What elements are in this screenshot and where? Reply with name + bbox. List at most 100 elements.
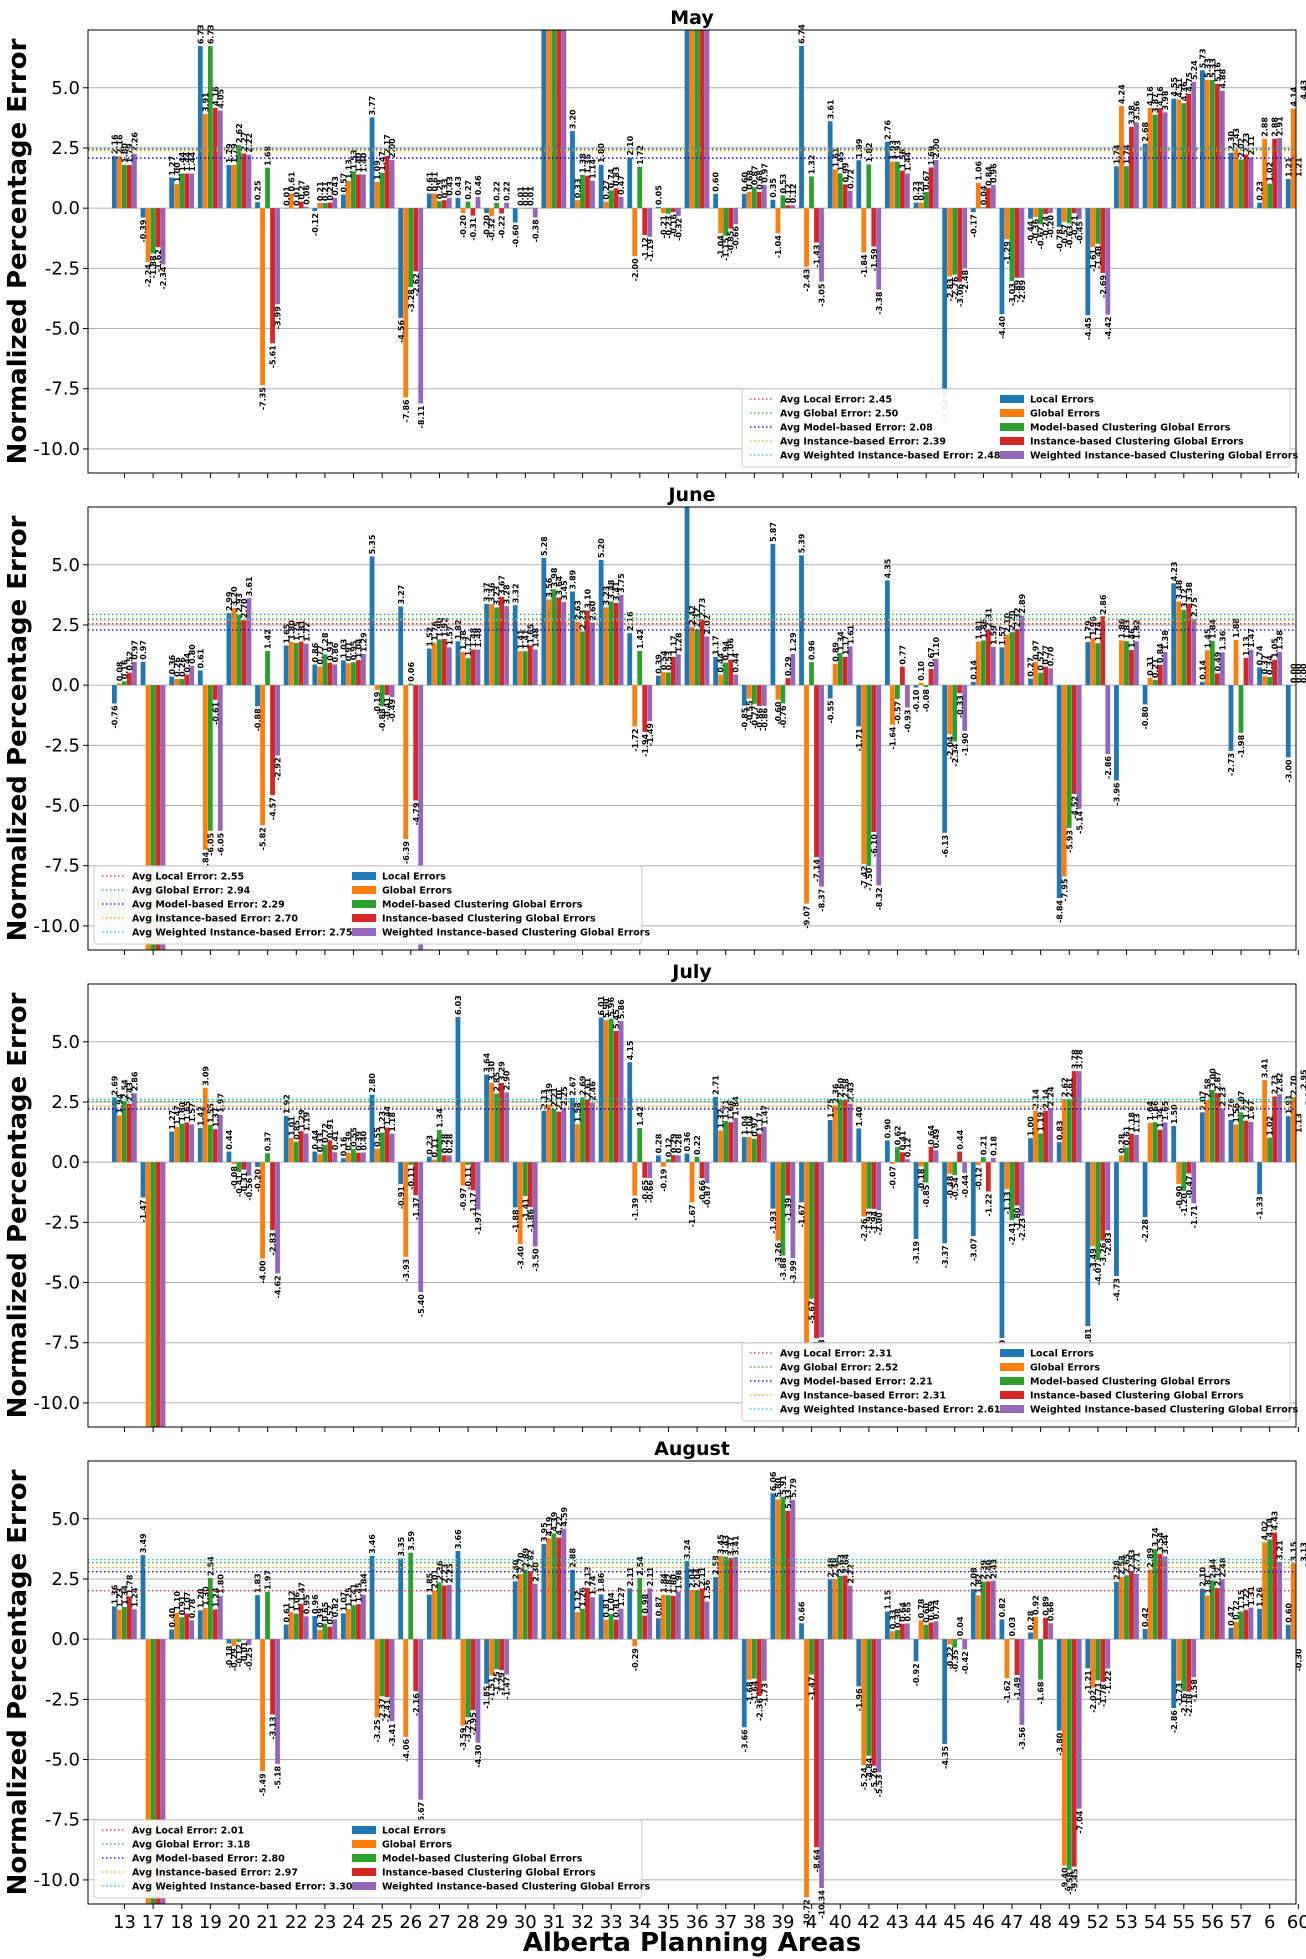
bar-value-label: 2.58 — [712, 1555, 721, 1575]
bar-value-label: -0.39 — [139, 219, 148, 242]
bar-value-label: 0.81 — [612, 1597, 621, 1617]
bar-value-label: 2.43 — [1232, 128, 1241, 148]
bar-may-36-s0 — [684, 30, 690, 209]
bar-value-label: 1.57 — [998, 626, 1007, 646]
bar-august-31-s3 — [556, 1537, 562, 1640]
bar-august-24-s4 — [361, 1594, 366, 1640]
bar-value-label: -3.26 — [774, 1242, 783, 1265]
bar-value-label: -7.04 — [1075, 1810, 1084, 1833]
bar-value-label: 1.15 — [884, 1589, 893, 1609]
bar-value-label: 1.97 — [216, 1093, 225, 1113]
bar-august-19-s1 — [202, 1607, 208, 1640]
bar-june-32-s4 — [590, 622, 595, 686]
bar-value-label: 2.40 — [984, 1559, 993, 1579]
bar-june-44-s1 — [918, 682, 924, 686]
bar-june-46-s3 — [985, 629, 991, 686]
bar-value-label: 2.91 — [1304, 1547, 1306, 1567]
panel-may: -10.0-7.5-5.0-2.50.02.55.02.162.161.801.… — [3, 7, 1306, 478]
bar-august-47-s4 — [1019, 1639, 1025, 1725]
bar-value-label: 1.92 — [440, 617, 449, 637]
bar-value-label: 2.48 — [831, 1557, 840, 1577]
bar-value-label: 3.30 — [488, 1061, 497, 1081]
bar-july-56-s3 — [1214, 1093, 1220, 1163]
bar-august-21-s3 — [270, 1639, 275, 1715]
bar-value-label: -1.62 — [154, 249, 163, 272]
bar-july-53-s4 — [1134, 1134, 1139, 1163]
bar-value-label: 2.61 — [584, 1077, 593, 1097]
x-tick-label: 4 — [806, 1912, 817, 1933]
bar-value-label: 0.27 — [297, 180, 306, 200]
bar-value-label: 2.39 — [979, 1559, 988, 1579]
bar-may-33-s3 — [613, 188, 619, 209]
bar-june-43-s2 — [895, 685, 900, 699]
bar-value-label: 1.36 — [111, 1584, 120, 1604]
bar-value-label: -1.19 — [646, 238, 655, 261]
x-tick-label: 18 — [170, 1912, 193, 1933]
bar-value-label: 0.60 — [1284, 1603, 1293, 1623]
bar-june-53-s1 — [1119, 640, 1124, 686]
bar-june-36-s0 — [684, 507, 690, 686]
bar-value-label: -9.58 — [1065, 1871, 1074, 1894]
bar-august-56-s2 — [1209, 1580, 1215, 1640]
bar-value-label: 0.61 — [287, 171, 296, 191]
bar-value-label: 4.16 — [211, 86, 220, 106]
bar-august-13-s0 — [112, 1606, 117, 1640]
bar-may-34-s0 — [627, 157, 633, 209]
bar-july-19-s3 — [212, 1129, 218, 1163]
bar-june-48-s3 — [1043, 666, 1048, 686]
x-tick-label: 47 — [1001, 1912, 1024, 1933]
x-tick-label: 45 — [943, 1912, 966, 1933]
bar-value-label: -0.08 — [922, 689, 931, 712]
bar-june-54-s1 — [1147, 677, 1153, 686]
bar-value-label: 2.46 — [589, 1081, 598, 1101]
bar-value-label: 2.88 — [1261, 117, 1270, 137]
bar-value-label: -3.96 — [1113, 782, 1122, 805]
bar-value-label: 0.37 — [264, 1132, 273, 1152]
bar-july-47-s1 — [1004, 1162, 1010, 1190]
bar-value-label: 2.82 — [526, 1550, 535, 1570]
bar-value-label: 2.73 — [698, 598, 707, 618]
bar-value-label: -2.89 — [1013, 279, 1022, 302]
bar-value-label: 1.36 — [1218, 630, 1227, 650]
bar-value-label: -0.90 — [1175, 1185, 1184, 1208]
bar-value-label: -3.49 — [1089, 1248, 1098, 1271]
bar-value-label: 3.89 — [569, 569, 578, 589]
bar-june-30-s0 — [512, 605, 518, 686]
bar-june-22-s4 — [303, 643, 309, 686]
bar-august-6-s4 — [1277, 1561, 1282, 1640]
y-tick-label: -5.0 — [45, 1273, 80, 1294]
bar-may-24-s3 — [356, 174, 361, 209]
bar-june-40-s1 — [832, 663, 838, 686]
bar-value-label: -0.12 — [974, 1167, 983, 1190]
bar-value-label: 2.71 — [1133, 1552, 1142, 1572]
x-tick-label: 22 — [285, 1912, 308, 1933]
bar-may-30-s4 — [532, 208, 538, 218]
bar-june-45-s1 — [947, 685, 953, 735]
bar-may-47-s3 — [1014, 208, 1020, 278]
bar-august-25-s3 — [384, 1639, 390, 1698]
bar-june-55-s4 — [1191, 618, 1197, 686]
bar-august-55-s0 — [1171, 1639, 1177, 1709]
bar-value-label: 1.65 — [526, 623, 535, 643]
legend-entry-series: Instance-based Clustering Global Errors — [382, 1868, 596, 1879]
y-tick-label: -5.0 — [45, 796, 80, 817]
bar-value-label: 0.29 — [784, 656, 793, 676]
bar-july-25-s1 — [374, 1148, 380, 1163]
bar-may-60-s2 — [1295, 179, 1296, 209]
bar-june-18-s1 — [174, 678, 180, 686]
bar-june-53-s4 — [1134, 641, 1139, 686]
bar-value-label: -0.20 — [483, 215, 492, 238]
bar-june-19-s0 — [197, 670, 203, 686]
bar-value-label: -1.49 — [1013, 1677, 1022, 1700]
bar-august-49-s2 — [1066, 1639, 1072, 1870]
legend-entry-average: Avg Model-based Error: 2.29 — [132, 900, 285, 911]
bar-value-label: 2.16 — [111, 134, 120, 154]
bar-june-31-s0 — [541, 558, 547, 686]
bar-value-label: -0.07 — [889, 1166, 898, 1189]
bar-july-18-s0 — [169, 1131, 175, 1163]
bar-july-54-s4 — [1162, 1122, 1168, 1163]
bar-may-17-s2 — [150, 208, 156, 254]
bar-may-29-s4 — [504, 202, 509, 209]
bar-value-label: -5.61 — [269, 345, 278, 368]
